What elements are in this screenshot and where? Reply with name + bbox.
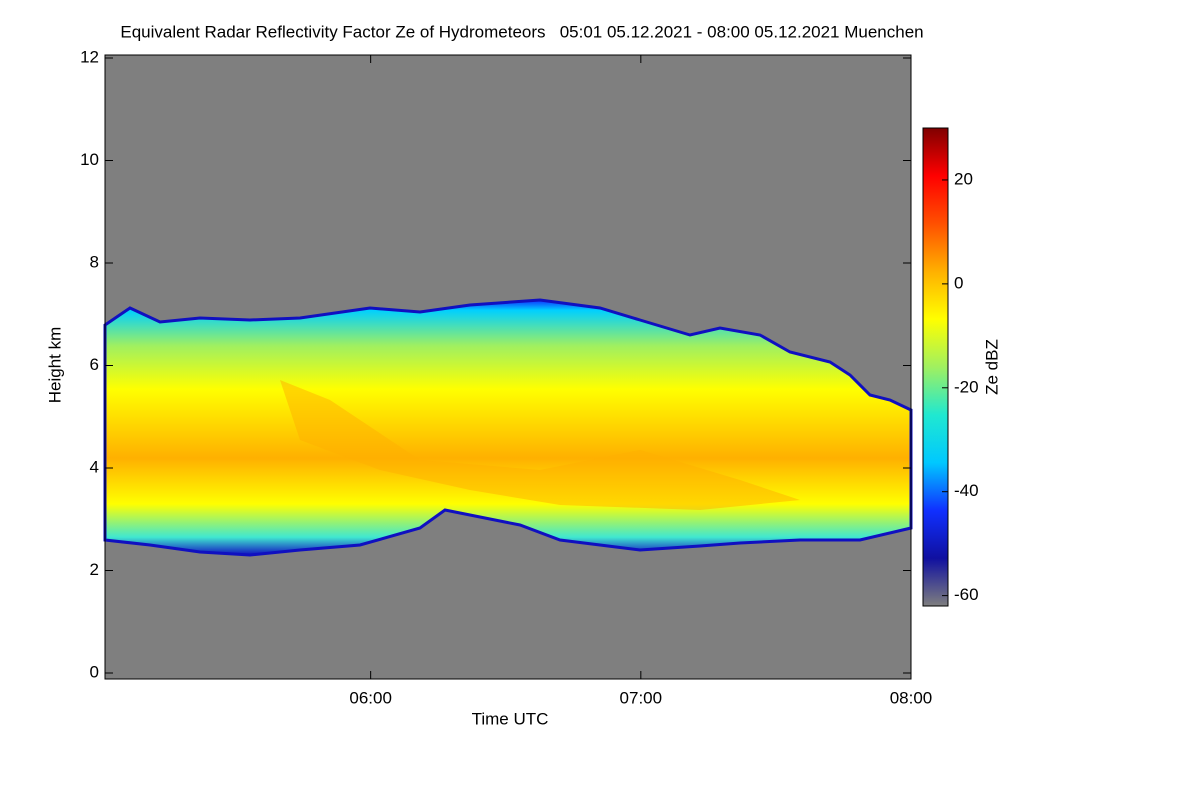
chart-title: Equivalent Radar Reflectivity Factor Ze … xyxy=(120,22,923,41)
colorbar-tick-label: 20 xyxy=(954,169,973,188)
x-tick-label: 08:00 xyxy=(890,688,933,707)
y-axis-label: Height km xyxy=(45,327,64,404)
x-tick-label: 07:00 xyxy=(620,688,663,707)
y-tick-label: 6 xyxy=(90,355,99,374)
y-tick-label: 10 xyxy=(80,150,99,169)
y-tick-label: 12 xyxy=(80,47,99,66)
colorbar-tick-label: -60 xyxy=(954,585,979,604)
colorbar-tick-label: -40 xyxy=(954,481,979,500)
colorbar-tick-label: 0 xyxy=(954,273,963,292)
colorbar xyxy=(922,127,949,607)
y-tick-label: 2 xyxy=(90,560,99,579)
y-tick-label: 8 xyxy=(90,252,99,271)
plot-frame xyxy=(104,54,912,680)
x-axis-label: Time UTC xyxy=(472,709,549,728)
y-tick-label: 4 xyxy=(90,457,99,476)
colorbar-label: Ze dBZ xyxy=(982,339,1001,395)
y-tick-label: 0 xyxy=(90,662,99,681)
colorbar-tick-label: -20 xyxy=(954,377,979,396)
x-tick-label: 06:00 xyxy=(349,688,392,707)
radar-field xyxy=(103,55,913,679)
